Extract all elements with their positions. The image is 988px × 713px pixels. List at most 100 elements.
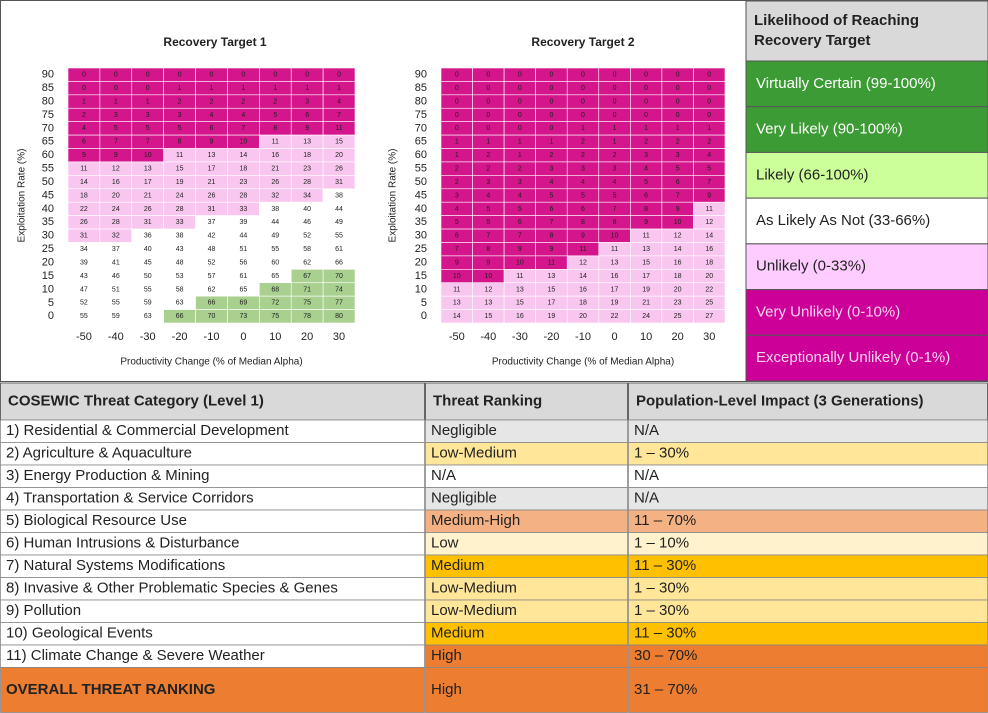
cell-value: 5 <box>644 179 648 186</box>
cell-value: 18 <box>579 300 587 307</box>
legend-header <box>745 0 988 62</box>
cell-value: 11 <box>579 246 586 253</box>
cell-value: 7 <box>707 179 711 186</box>
threat-ranking: Medium <box>431 557 484 574</box>
cell-value: 6 <box>676 179 680 186</box>
cell-value: 16 <box>112 179 120 186</box>
cell-value: 24 <box>112 206 120 213</box>
cell-value: 26 <box>208 192 216 199</box>
cell-value: 16 <box>705 246 713 253</box>
cell-value: 40 <box>303 206 311 213</box>
cell-value: 14 <box>705 233 713 240</box>
cell-value: 2 <box>455 166 459 173</box>
cell-value: 34 <box>303 192 311 199</box>
row-label: 20 <box>415 257 427 269</box>
population-impact: 1 – 30% <box>634 602 689 619</box>
cell-value: 3 <box>114 112 118 119</box>
cell-value: 10 <box>239 139 247 146</box>
cell-value: 52 <box>208 259 216 266</box>
cell-value: 33 <box>239 206 247 213</box>
threat-category: OVERALL THREAT RANKING <box>6 681 215 698</box>
cell-value: 1 <box>337 85 341 92</box>
cell-value: 5 <box>455 219 459 226</box>
cell-value: 25 <box>705 300 713 307</box>
cell-value: 18 <box>239 166 247 173</box>
cell-value: 0 <box>486 125 490 132</box>
cell-value: 18 <box>80 192 88 199</box>
population-impact: 30 – 70% <box>634 647 697 664</box>
row-label: 65 <box>415 136 427 148</box>
cell-value: 62 <box>208 286 216 293</box>
row-label: 80 <box>42 95 54 107</box>
cell-value: 0 <box>114 85 118 92</box>
legend-swatch <box>745 151 988 199</box>
threat-category: 7) Natural Systems Modifications <box>6 557 225 574</box>
cell-value: 9 <box>676 206 680 213</box>
column-label: -40 <box>480 331 496 343</box>
cell-value: 16 <box>579 286 587 293</box>
cell-value: 3 <box>676 152 680 159</box>
cell-value: 3 <box>581 166 585 173</box>
column-label: 0 <box>240 331 246 343</box>
column-label: 10 <box>640 331 652 343</box>
row-label: 40 <box>42 203 54 215</box>
cell-value: 1 <box>273 85 277 92</box>
cell-value: 16 <box>516 313 524 320</box>
cell-value: 77 <box>335 300 343 307</box>
cell-value: 8 <box>486 246 490 253</box>
cell-value: 10 <box>453 273 461 280</box>
legend-swatch <box>745 289 988 336</box>
cell-value: 23 <box>303 166 311 173</box>
threat-category: 1) Residential & Commercial Development <box>6 422 289 439</box>
cell-value: 0 <box>455 98 459 105</box>
cell-value: 1 <box>613 139 617 146</box>
row-label: 60 <box>415 149 427 161</box>
table-cell <box>628 667 988 713</box>
legend-label: As Likely As Not (33-66%) <box>756 212 930 229</box>
cell-value: 2 <box>455 179 459 186</box>
cell-value: 1 <box>146 98 150 105</box>
cell-value: 2 <box>178 98 182 105</box>
cell-value: 0 <box>305 72 309 79</box>
cell-value: 1 <box>707 125 711 132</box>
cell-value: 4 <box>613 179 617 186</box>
cell-value: 0 <box>581 98 585 105</box>
row-label: 85 <box>42 82 54 94</box>
cell-value: 3 <box>455 192 459 199</box>
cell-value: 26 <box>80 219 88 226</box>
cell-value: 9 <box>210 139 214 146</box>
cell-value: 3 <box>518 179 522 186</box>
cell-value: 4 <box>82 125 86 132</box>
row-label: 5 <box>48 297 54 309</box>
cell-value: 9 <box>114 152 118 159</box>
cell-value: 20 <box>579 313 587 320</box>
cell-value: 56 <box>239 259 247 266</box>
cell-value: 1 <box>241 85 245 92</box>
row-label: 35 <box>415 216 427 228</box>
cell-value: 9 <box>549 246 553 253</box>
row-label: 20 <box>42 257 54 269</box>
cell-value: 5 <box>549 192 553 199</box>
cell-value: 3 <box>178 112 182 119</box>
cell-value: 22 <box>611 313 619 320</box>
cell-value: 48 <box>176 259 184 266</box>
table-header-cell <box>628 382 988 421</box>
threat-category: 2) Agriculture & Aquaculture <box>6 445 192 462</box>
cell-value: 1 <box>676 125 680 132</box>
cell-value: 1 <box>644 125 648 132</box>
cell-value: 15 <box>176 166 184 173</box>
cell-value: 11 <box>335 125 342 132</box>
threat-ranking: Low-Medium <box>431 445 517 462</box>
row-label: 30 <box>415 230 427 242</box>
cell-value: 0 <box>114 72 118 79</box>
heatmap-title: Recovery Target 1 <box>163 35 266 49</box>
row-label: 25 <box>415 243 427 255</box>
cell-value: 0 <box>486 85 490 92</box>
cell-value: 28 <box>303 179 311 186</box>
cell-value: 0 <box>549 112 553 119</box>
cell-value: 28 <box>239 192 247 199</box>
cell-value: 3 <box>305 98 309 105</box>
cell-value: 7 <box>114 139 118 146</box>
cell-value: 7 <box>676 192 680 199</box>
row-label: 0 <box>48 310 54 322</box>
